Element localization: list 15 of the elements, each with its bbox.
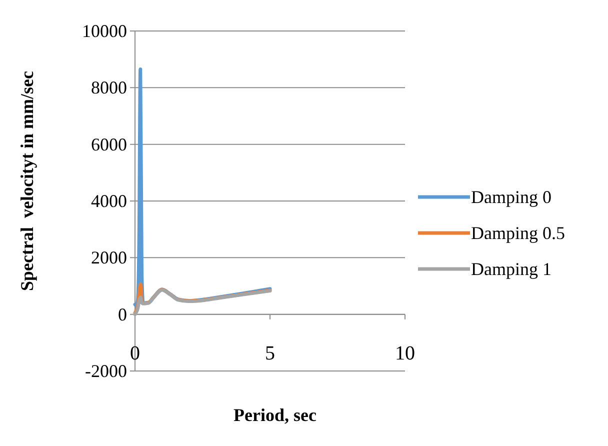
legend-label: Damping 0.5 (471, 223, 565, 243)
x-axis-title: Period, sec (234, 405, 316, 425)
y-tick-label: -2000 (85, 361, 127, 381)
y-tick-label: 10000 (82, 21, 127, 41)
x-tick-label: 10 (395, 342, 415, 364)
y-axis-title: Spectral velocityt in mm/sec (17, 71, 37, 291)
y-tick-label: 4000 (91, 191, 127, 211)
legend-label: Damping 0 (471, 187, 552, 207)
y-tick-label: 8000 (91, 78, 127, 98)
legend-label: Damping 1 (471, 259, 552, 279)
y-tick-label: 6000 (91, 134, 127, 154)
y-tick-label: 2000 (91, 248, 127, 268)
line-series (133, 288, 272, 316)
y-tick-label: 0 (118, 304, 127, 324)
x-tick-label: 5 (265, 342, 275, 364)
